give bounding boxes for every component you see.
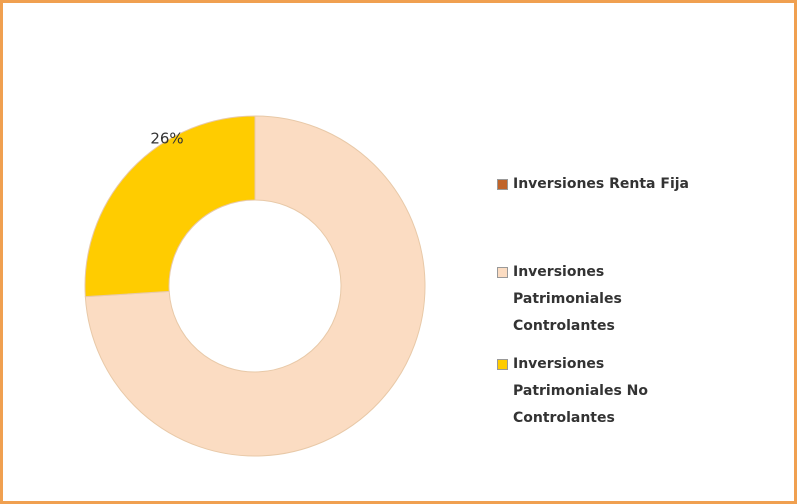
data-label: 26% xyxy=(150,130,183,148)
legend-item: Inversiones Renta Fija xyxy=(497,171,689,198)
legend-swatch xyxy=(497,359,508,370)
legend-swatch xyxy=(497,267,508,278)
legend-item: Inversiones Patrimoniales No Controlante… xyxy=(497,351,648,432)
legend-item: Inversiones Patrimoniales Controlantes xyxy=(497,259,648,340)
legend-label: Inversiones Patrimoniales Controlantes xyxy=(513,264,622,334)
legend-label: Inversiones Patrimoniales No Controlante… xyxy=(513,356,648,426)
donut-segment xyxy=(84,115,426,457)
legend-label: Inversiones Renta Fija xyxy=(513,176,689,192)
donut-segment xyxy=(84,115,256,298)
donut-area: 0%26% xyxy=(84,115,426,457)
legend-swatch xyxy=(497,179,508,190)
